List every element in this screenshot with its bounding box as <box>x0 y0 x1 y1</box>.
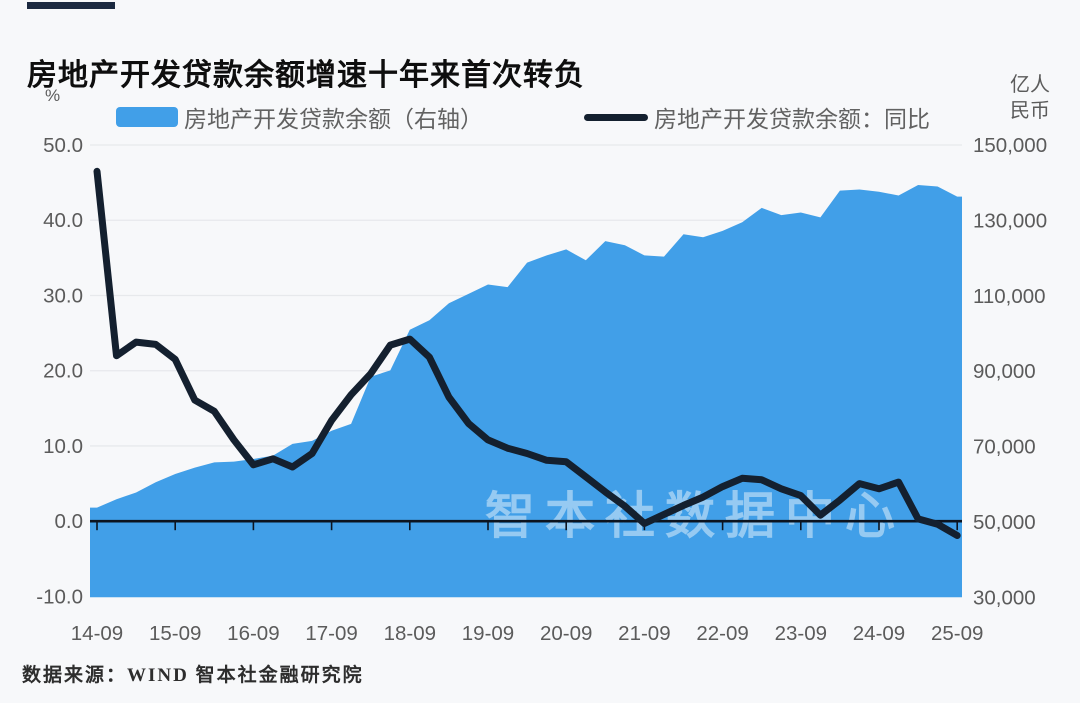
left-axis-tick-label: 40.0 <box>43 209 83 232</box>
left-axis-tick-label: 30.0 <box>43 284 83 307</box>
data-source: 数据来源：WIND 智本社金融研究院 <box>22 665 364 686</box>
x-axis-tick-label: 24-09 <box>853 622 905 645</box>
x-axis-tick-label: 15-09 <box>149 622 201 645</box>
right-axis-tick-label: 30,000 <box>973 586 1036 609</box>
legend-label-balance: 房地产开发贷款余额（右轴） <box>184 106 483 132</box>
x-axis-tick-label: 23-09 <box>775 622 827 645</box>
left-axis-tick-label: -10.0 <box>36 585 83 608</box>
right-axis-tick-label: 110,000 <box>973 285 1046 308</box>
x-axis-tick-label: 18-09 <box>384 622 436 645</box>
left-axis-tick-label: 50.0 <box>43 134 83 157</box>
left-axis-unit: % <box>45 86 61 105</box>
left-axis-tick-label: 0.0 <box>55 510 84 533</box>
balance-area-series <box>90 185 962 598</box>
right-axis-tick-label: 90,000 <box>973 360 1036 383</box>
x-axis-tick-label: 20-09 <box>540 622 592 645</box>
watermark: 智本社数据中心 <box>485 488 905 544</box>
legend-item-balance: 房地产开发贷款余额（右轴） <box>116 100 483 134</box>
line-series-swatch <box>584 113 648 121</box>
page-title: 房地产开发贷款余额增速十年来首次转负 <box>27 59 585 93</box>
right-axis-unit-line2: 民币 <box>1010 100 1050 122</box>
right-axis-tick-label: 50,000 <box>973 511 1036 534</box>
x-axis-tick-label: 17-09 <box>305 622 357 645</box>
left-axis-tick-label: 20.0 <box>43 360 83 383</box>
x-axis-tick-label: 14-09 <box>71 622 123 645</box>
right-axis-tick-label: 150,000 <box>973 134 1047 157</box>
legend-item-yoy: 房地产开发贷款余额：同比 <box>584 100 930 134</box>
right-axis-tick-label: 130,000 <box>973 209 1047 232</box>
right-axis-tick-label: 70,000 <box>973 436 1036 459</box>
area-series-swatch <box>116 107 178 127</box>
right-axis-unit: 亿人 民币 <box>998 72 1062 124</box>
x-axis-tick-label: 22-09 <box>696 622 748 645</box>
x-axis-tick-label: 19-09 <box>462 622 514 645</box>
x-axis-tick-label: 21-09 <box>618 622 670 645</box>
x-axis-tick-label: 25-09 <box>931 622 983 645</box>
x-axis-tick-label: 16-09 <box>227 622 279 645</box>
legend-label-yoy: 房地产开发贷款余额：同比 <box>654 106 930 132</box>
yoy-line-series <box>93 167 961 539</box>
left-axis-tick-label: 10.0 <box>43 435 83 458</box>
right-axis-unit-line1: 亿人 <box>1010 74 1050 96</box>
title-accent-bar <box>27 2 115 9</box>
